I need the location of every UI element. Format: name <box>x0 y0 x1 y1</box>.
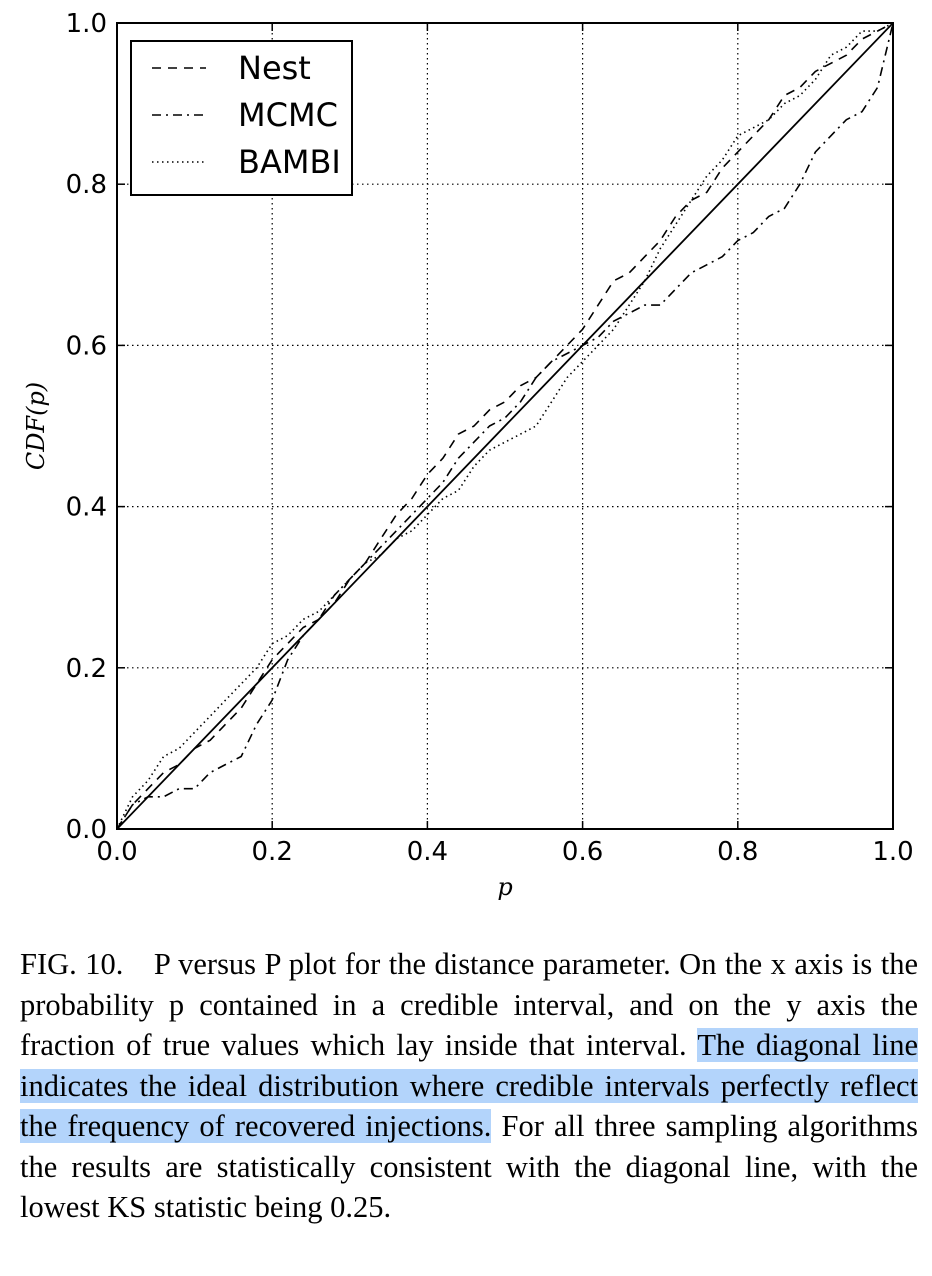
y-tick-label: 0.8 <box>66 170 107 200</box>
legend-box <box>130 40 353 196</box>
bambi-series-line <box>116 22 894 830</box>
x-axis-label: p <box>497 873 512 901</box>
diagonal-reference-line <box>116 22 894 830</box>
y-tick-label: 0.0 <box>66 815 107 845</box>
legend-label-bambi: BAMBI <box>238 143 341 181</box>
x-tick-label: 0.4 <box>407 837 448 867</box>
x-tick-label: 0.2 <box>252 837 293 867</box>
axis-ticks: 0.0 0.2 0.4 0.6 0.8 1.0 0.0 0.2 0.4 0.6 0.8 1.0 <box>66 9 914 867</box>
caption-text: P versus P plot for the distance paramet… <box>20 947 918 1062</box>
x-tick-label: 0.6 <box>562 837 603 867</box>
x-tick-label: 0.8 <box>717 837 758 867</box>
legend-label-nest: Nest <box>238 49 311 87</box>
figure: 0.0 0.2 0.4 0.6 0.8 1.0 0.0 0.2 0.4 0.6 0.8 1.0 p C… <box>22 9 914 901</box>
series-lines <box>116 22 894 830</box>
legend: Nest MCMC BAMBI <box>130 40 353 196</box>
y-tick-label: 0.2 <box>66 654 107 684</box>
caption-label: FIG. 10. <box>20 947 124 981</box>
y-tick-label: 0.4 <box>66 493 107 523</box>
y-axis-label: CDF(p) <box>22 382 50 470</box>
x-tick-label: 0.0 <box>96 837 137 867</box>
figure-caption: FIG. 10. P versus P plot for the distanc… <box>20 944 918 1228</box>
y-tick-label: 0.6 <box>66 331 107 361</box>
caption-text-continued: For all three sampling algorithms the re… <box>20 1109 918 1224</box>
x-tick-label: 1.0 <box>872 837 913 867</box>
plot-frame <box>116 22 894 830</box>
pp-plot: 0.0 0.2 0.4 0.6 0.8 1.0 0.0 0.2 0.4 0.6 0.8 1.0 p C… <box>22 9 914 901</box>
y-tick-label: 1.0 <box>66 9 107 39</box>
legend-label-mcmc: MCMC <box>238 96 338 134</box>
